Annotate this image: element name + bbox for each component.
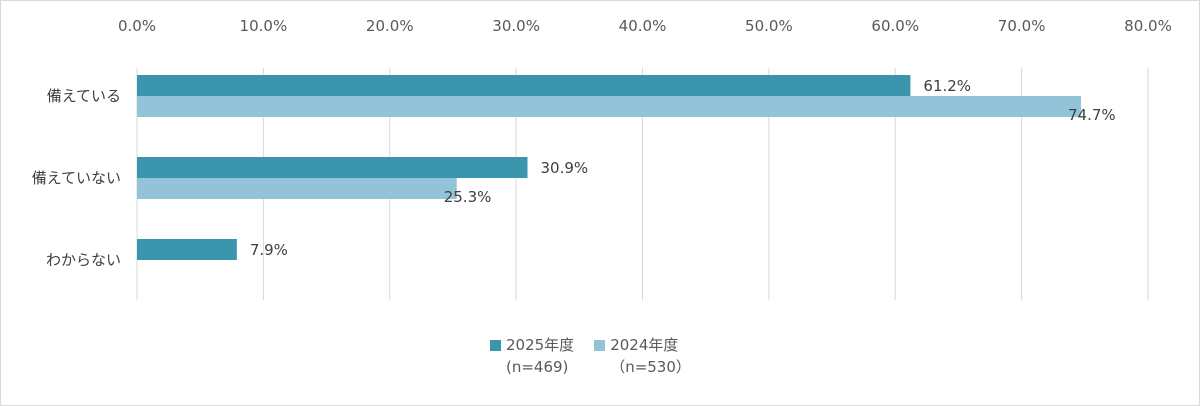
legend-text-2025: 2025年度 (n=469): [506, 334, 574, 378]
x-tick-label: 20.0%: [366, 17, 414, 35]
bar-2024: [137, 178, 457, 199]
bar-2025: [137, 75, 911, 96]
bar-2025: [137, 239, 237, 260]
legend: 2025年度 (n=469) 2024年度 （n=530）: [490, 334, 691, 378]
legend-n-2025: (n=469): [506, 358, 569, 376]
x-tick-label: 0.0%: [118, 17, 156, 35]
category-label: わからない: [46, 251, 121, 269]
x-tick-label: 40.0%: [619, 17, 667, 35]
bar-2024: [137, 96, 1082, 117]
x-tick-label: 70.0%: [998, 17, 1046, 35]
legend-text-2024: 2024年度 （n=530）: [610, 334, 691, 378]
category-label: 備えている: [47, 87, 121, 105]
data-label: 30.9%: [540, 159, 588, 177]
data-label: 74.7%: [1068, 106, 1116, 124]
legend-swatch-2024: [594, 340, 606, 351]
legend-item-2025: 2025年度 (n=469): [490, 334, 574, 378]
legend-item-2024: 2024年度 （n=530）: [594, 334, 691, 378]
legend-series-name-2025: 2025年度: [506, 336, 575, 354]
data-label: 61.2%: [923, 77, 971, 95]
legend-n-2024: （n=530）: [610, 358, 691, 376]
bars: [137, 75, 1082, 260]
category-label: 備えていない: [32, 169, 121, 187]
data-label: 25.3%: [444, 188, 492, 206]
x-tick-label: 30.0%: [492, 17, 540, 35]
x-tick-label: 60.0%: [871, 17, 919, 35]
x-tick-label: 80.0%: [1124, 17, 1172, 35]
data-label: 7.9%: [250, 241, 288, 259]
x-tick-label: 50.0%: [745, 17, 793, 35]
data-labels: 61.2% 74.7% 30.9% 25.3% 7.9%: [250, 77, 1116, 259]
legend-swatch-2025: [490, 340, 501, 351]
legend-series-name-2024: 2024年度: [610, 336, 679, 354]
x-axis-ticks: 0.0% 10.0% 20.0% 30.0% 40.0% 50.0% 60.0% 70.0% 8…: [118, 17, 1172, 35]
x-tick-label: 10.0%: [240, 17, 288, 35]
bar-2025: [137, 157, 528, 178]
